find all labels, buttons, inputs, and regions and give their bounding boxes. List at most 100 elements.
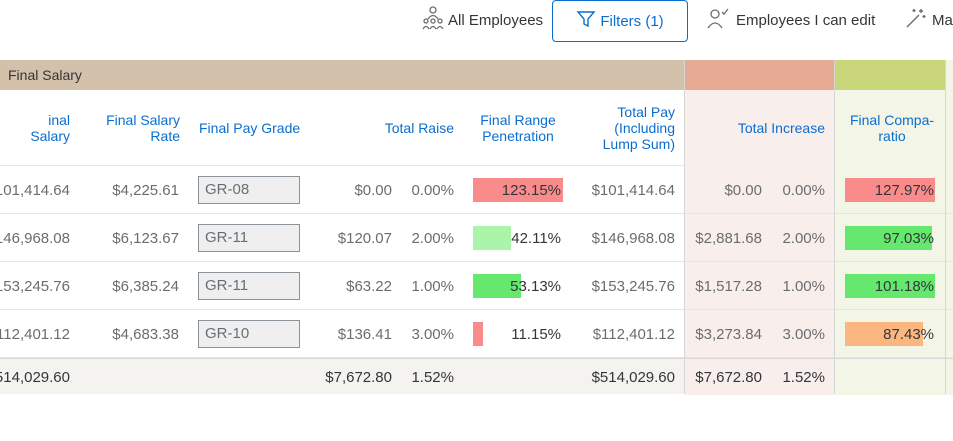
cell-increase-percent: 0.00% xyxy=(782,181,825,199)
toolbar: All Employees Filters (1) Employees I ca… xyxy=(0,0,953,44)
person-check-icon xyxy=(706,5,736,35)
filters-label: Filters (1) xyxy=(600,12,664,30)
total-raise-amount: $7,672.80 xyxy=(325,368,392,386)
header-total-raise[interactable]: Total Raise xyxy=(384,120,454,136)
group-compa-ratio xyxy=(835,60,945,90)
cell-raise-percent: 1.00% xyxy=(411,277,454,295)
cell-increase-percent: 1.00% xyxy=(782,277,825,295)
compa-ratio-bar xyxy=(845,226,932,250)
total-increase-bg xyxy=(685,166,834,213)
filter-icon xyxy=(576,9,600,33)
all-employees-label: All Employees xyxy=(448,11,544,29)
employees-edit-button[interactable]: Employees I can edit xyxy=(706,2,875,38)
total-total-pay: $514,029.60 xyxy=(591,368,675,386)
compa-ratio-value: 101.18% xyxy=(874,278,934,295)
cell-increase-amount: $0.00 xyxy=(724,181,762,199)
cell-final-salary-rate: $6,385.24 xyxy=(112,277,179,295)
range-penetration-cell: 42.11% xyxy=(473,226,563,250)
cell-increase-amount: $1,517.28 xyxy=(695,277,762,295)
header-final-salary-rate[interactable]: Final Salary Rate xyxy=(106,112,180,144)
compa-header-bg xyxy=(835,90,953,166)
cell-total-pay: $112,401.12 xyxy=(592,325,675,343)
cell-raise-amount: $0.00 xyxy=(354,181,392,199)
group-final-salary: Final Salary xyxy=(0,60,684,90)
range-penetration-bar xyxy=(473,178,563,202)
range-penetration-cell: 123.15% xyxy=(473,178,563,202)
range-penetration-cell: 53.13% xyxy=(473,274,563,298)
cell-raise-percent: 2.00% xyxy=(411,229,454,247)
group-people-icon xyxy=(422,5,448,35)
range-penetration-bar xyxy=(473,226,511,250)
header-final-pay-grade[interactable]: Final Pay Grade xyxy=(199,120,301,136)
pay-grade-field[interactable]: GR-11 xyxy=(198,224,300,252)
cell-final-salary-rate: $4,683.38 xyxy=(112,325,179,343)
column-header-row: inal Salary Final Salary Rate Final Pay … xyxy=(0,90,953,166)
employees-edit-label: Employees I can edit xyxy=(736,11,876,29)
range-penetration-cell: 11.15% xyxy=(473,322,563,346)
table-row[interactable]: 146,968.08 $6,123.67 $120.07 2.00% $146,968.… xyxy=(0,214,953,262)
cell-final-salary: 112,401.12 xyxy=(0,325,70,343)
mass-edit-label: Mas xyxy=(932,11,953,29)
cell-raise-amount: $63.22 xyxy=(346,277,392,295)
all-employees-button[interactable]: All Employees xyxy=(422,2,543,38)
compa-ratio-value: 87.43% xyxy=(883,326,934,343)
range-penetration-value: 123.15% xyxy=(501,182,561,199)
group-final-salary-label: Final Salary xyxy=(8,67,82,83)
cell-increase-amount: $3,273.84 xyxy=(695,325,762,343)
total-raise-percent: 1.52% xyxy=(411,368,454,386)
pay-grade-field[interactable]: GR-11 xyxy=(198,272,300,300)
compa-ratio-cell: 127.97% xyxy=(845,178,936,202)
total-increase-bg xyxy=(685,310,834,357)
group-next xyxy=(945,60,953,90)
magic-wand-icon xyxy=(904,6,932,34)
cell-increase-percent: 3.00% xyxy=(782,325,825,343)
total-increase-amount: $7,672.80 xyxy=(695,368,762,386)
header-final-salary[interactable]: inal Salary xyxy=(30,112,70,144)
pay-grade-field[interactable]: GR-10 xyxy=(198,320,300,348)
compa-ratio-bar xyxy=(845,178,935,202)
total-final-salary: 514,029.60 xyxy=(0,368,70,386)
cell-raise-amount: $120.07 xyxy=(337,229,392,247)
total-increase-bg xyxy=(685,262,834,309)
total-increase-bg xyxy=(685,214,834,261)
cell-total-pay: $153,245.76 xyxy=(591,277,675,295)
group-total-increase xyxy=(685,60,834,90)
cell-raise-amount: $136.41 xyxy=(337,325,392,343)
total-increase-percent: 1.52% xyxy=(782,368,825,386)
cell-increase-percent: 2.00% xyxy=(782,229,825,247)
total-increase-header-bg xyxy=(685,90,834,166)
compa-ratio-cell: 87.43% xyxy=(845,322,936,346)
range-penetration-bar xyxy=(473,274,521,298)
cell-increase-amount: $2,881.68 xyxy=(695,229,762,247)
cell-total-pay: $146,968.08 xyxy=(591,229,675,247)
cell-raise-percent: 3.00% xyxy=(411,325,454,343)
table-row[interactable]: 101,414.64 $4,225.61 $0.00 0.00% $101,414.64… xyxy=(0,166,953,214)
filters-button[interactable]: Filters (1) xyxy=(552,0,688,42)
column-separator xyxy=(945,60,946,394)
compa-ratio-cell: 101.18% xyxy=(845,274,936,298)
totals-compa-bg xyxy=(835,359,953,395)
pay-grade-field[interactable]: GR-08 xyxy=(198,176,300,204)
compa-ratio-bar xyxy=(845,274,935,298)
table-row[interactable]: 112,401.12 $4,683.38 $136.41 3.00% $112,401.… xyxy=(0,310,953,358)
cell-final-salary: 153,245.76 xyxy=(0,277,70,295)
cell-final-salary: 146,968.08 xyxy=(0,229,70,247)
cell-final-salary-rate: $4,225.61 xyxy=(112,181,179,199)
mass-edit-button[interactable]: Mas xyxy=(904,2,953,38)
table-row[interactable]: 153,245.76 $6,385.24 $63.22 1.00% $153,245.7… xyxy=(0,262,953,310)
header-total-increase[interactable]: Total Increase xyxy=(737,120,825,136)
range-penetration-bar xyxy=(473,322,483,346)
range-penetration-value: 53.13% xyxy=(510,278,561,295)
column-separator xyxy=(684,60,685,394)
totals-increase-bg xyxy=(685,359,834,395)
cell-final-salary-rate: $6,123.67 xyxy=(112,229,179,247)
header-final-range-penetration[interactable]: Final Range Penetration xyxy=(480,112,556,144)
range-penetration-value: 42.11% xyxy=(511,230,561,247)
totals-row: 514,029.60 $7,672.80 1.52% $514,029.60 $7,67… xyxy=(0,358,953,395)
header-total-pay[interactable]: Total Pay (Including Lump Sum) xyxy=(602,104,675,152)
compa-ratio-bar xyxy=(845,322,923,346)
range-penetration-value: 11.15% xyxy=(511,326,561,343)
compa-ratio-value: 97.03% xyxy=(883,230,934,247)
header-final-compa-ratio[interactable]: Final Compa-ratio xyxy=(849,112,935,144)
cell-final-salary: 101,414.64 xyxy=(0,181,70,199)
